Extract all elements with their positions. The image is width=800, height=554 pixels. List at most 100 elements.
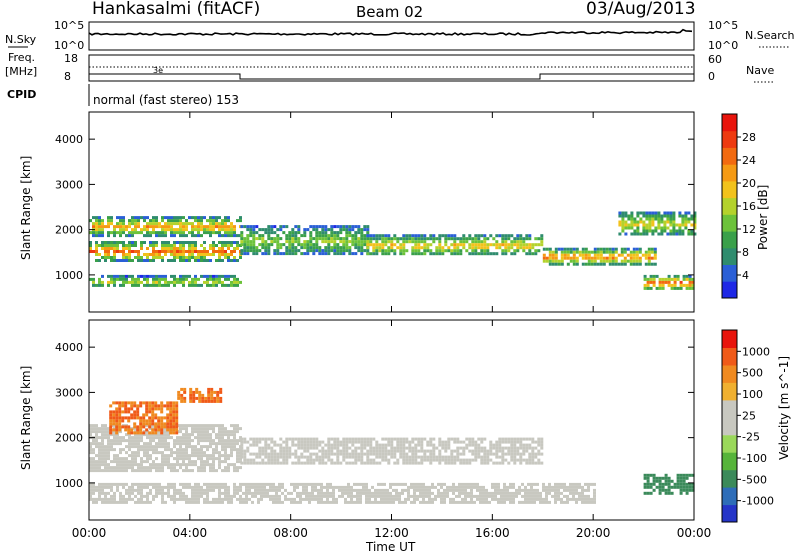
echo-cell [203,250,206,253]
echo-cell [212,277,215,281]
echo-cell [173,488,176,492]
echo-cell [206,463,209,467]
echo-cell [596,262,600,266]
echo-cell [429,437,433,441]
echo-cell [92,250,95,253]
echo-cell [468,461,472,465]
echo-cell [101,219,104,223]
echo-cell [321,225,325,229]
echo-cell [266,494,269,498]
echo-cell [98,228,101,232]
echo-cell [176,247,179,250]
echo-cell [351,437,355,441]
echo-cell [663,226,667,230]
echo-cell [639,220,643,224]
echo-cell [438,452,442,456]
echo-cell [294,455,298,459]
echo-cell [175,404,179,408]
echo-cell [279,228,283,232]
echo-cell [188,439,191,443]
echo-cell [134,244,137,247]
echo-cell [578,485,581,489]
echo-cell [380,482,383,486]
echo-cell [494,497,497,501]
echo-cell [167,445,170,449]
echo-cell [534,446,538,450]
echo-cell [327,458,331,462]
echo-cell [348,249,352,253]
echo-cell [267,452,271,456]
echo-cell [221,485,224,489]
echo-cell [224,497,227,501]
echo-cell [243,437,247,441]
echo-cell [170,485,173,489]
echo-cell [519,455,523,459]
echo-cell [188,274,191,278]
echo-cell [357,437,361,441]
echo-cell [116,500,119,504]
echo-cell [492,461,496,465]
echo-cell [167,454,170,458]
echo-cell [419,500,422,504]
echo-cell [290,497,293,501]
echo-cell [447,246,451,250]
echo-cell [366,461,370,465]
echo-cell [239,497,242,501]
echo-cell [288,246,292,250]
echo-cell [443,500,446,504]
echo-cell [218,460,221,464]
echo-cell [134,250,137,253]
echo-cell [221,280,224,284]
echo-cell [459,240,463,244]
echo-cell [369,461,373,465]
echo-cell [401,482,404,486]
echo-cell [155,256,158,259]
echo-cell [95,466,98,470]
echo-cell [516,243,520,247]
echo-cell [393,452,397,456]
echo-cell [212,497,215,501]
echo-cell [384,243,388,247]
colorbar-tick-label: 100 [742,388,763,401]
echo-cell [161,469,164,473]
echo-cell [125,451,128,455]
echo-cell [572,262,576,266]
echo-cell [134,442,137,446]
echo-cell [267,443,271,447]
echo-cell [453,234,457,238]
colorbar-swatch [722,197,737,215]
echo-cell [347,488,350,492]
echo-cell [575,259,579,263]
echo-cell [134,241,137,244]
echo-cell [116,439,119,443]
echo-cell [542,482,545,486]
echo-cell [578,491,581,495]
echo-cell [405,249,409,253]
echo-cell [161,234,164,238]
echo-cell [166,428,170,432]
echo-cell [140,466,143,470]
echo-cell [158,491,161,495]
echo-cell [160,425,164,429]
echo-cell [516,240,520,244]
echo-cell [134,283,137,287]
echo-cell [227,241,230,244]
echo-cell [407,497,410,501]
echo-cell [450,455,454,459]
echo-cell [218,231,221,235]
echo-cell [581,250,585,254]
echo-cell [476,494,479,498]
echo-cell [116,469,119,473]
echo-cell [305,482,308,486]
echo-cell [294,225,298,229]
echo-cell [330,237,334,241]
echo-cell [632,250,636,254]
echo-cell [510,234,514,238]
echo-cell [92,485,95,489]
echo-cell [551,488,554,492]
echo-cell [309,452,313,456]
echo-cell [107,433,110,437]
echo-cell [297,249,301,253]
echo-cell [101,439,104,443]
echo-cell [646,280,650,284]
